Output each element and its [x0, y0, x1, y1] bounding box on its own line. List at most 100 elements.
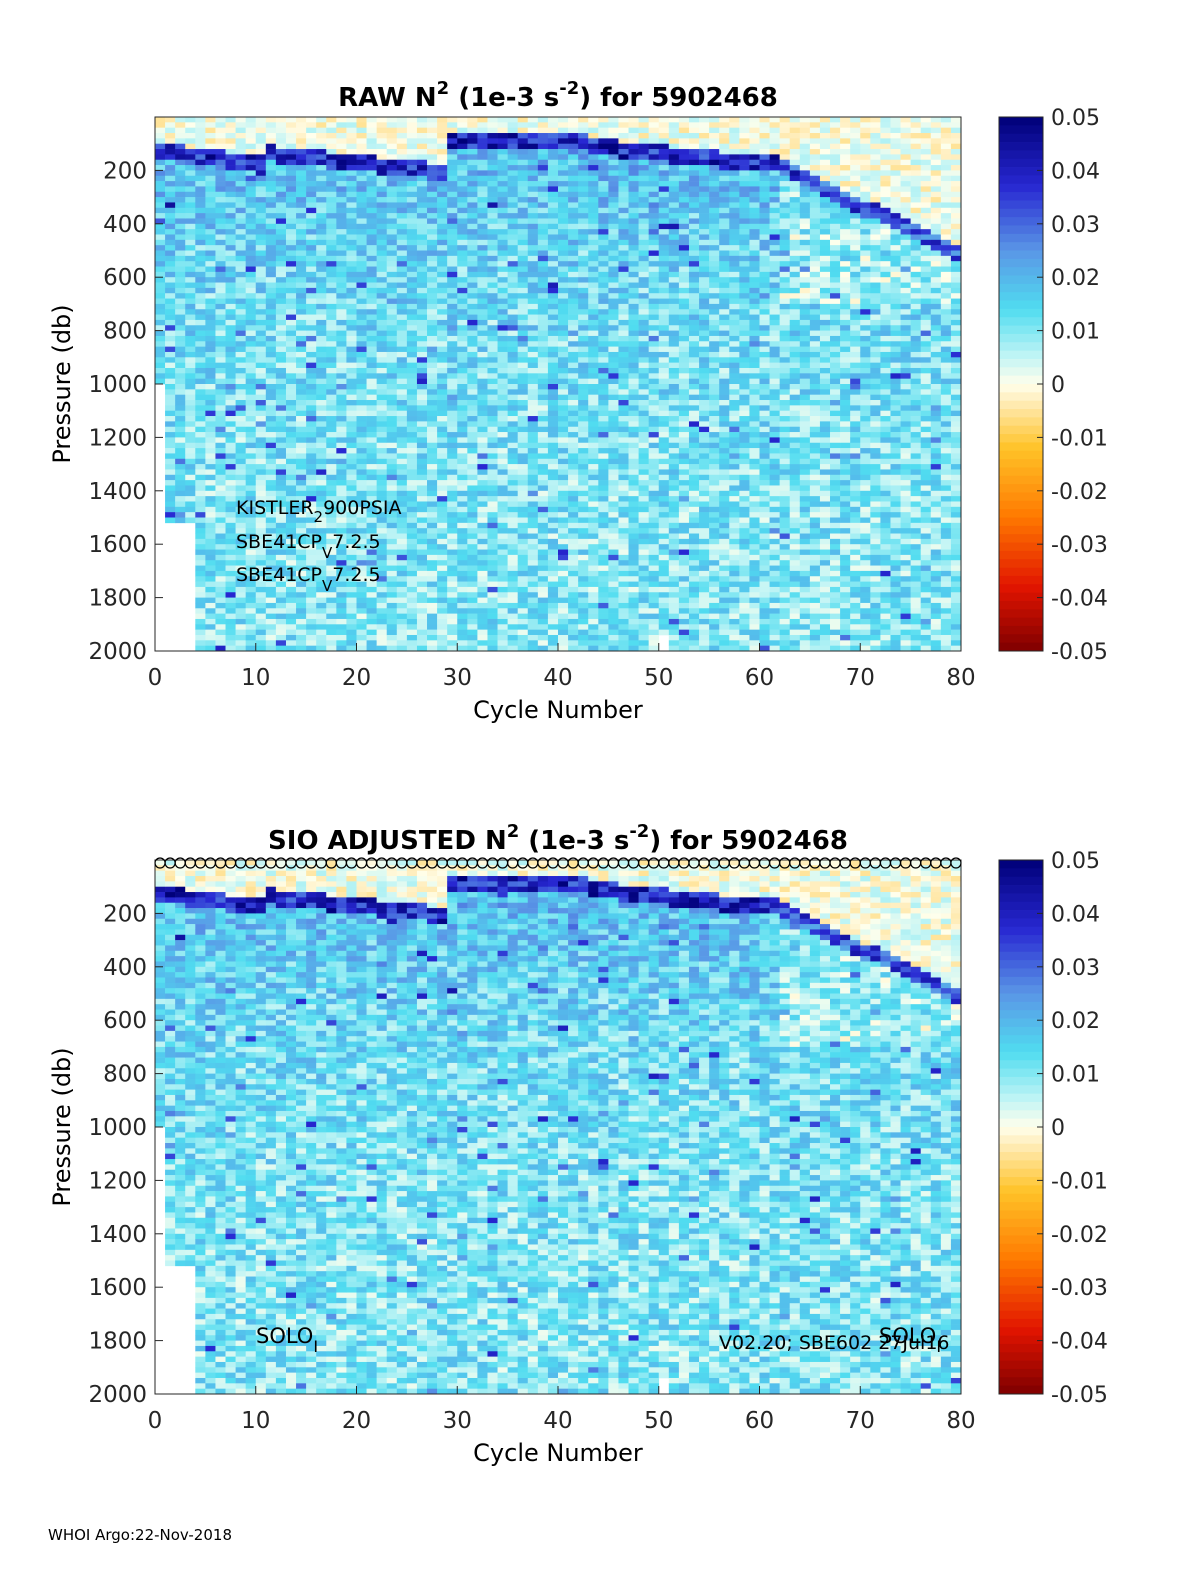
panel1-heat-cell [638, 282, 649, 289]
panel1-heat-cell [537, 282, 549, 289]
panel1-heat-cell [477, 298, 488, 305]
panel1-heat-cell [336, 453, 347, 460]
panel1-heat-cell [316, 602, 327, 609]
panel1-heat-cell [225, 181, 236, 187]
panel1-heat-cell [437, 517, 448, 524]
panel1-heat-cell [477, 181, 488, 187]
panel1-heat-cell [205, 512, 216, 518]
panel1-heat-cell [608, 570, 619, 577]
panel1-heat-cell [185, 234, 196, 241]
panel1-heat-cell [598, 245, 609, 251]
panel1-heat-cell [245, 229, 257, 235]
panel1-heat-cell [578, 624, 589, 630]
panel1-heat-cell [195, 416, 206, 422]
panel1-heat-cell [447, 223, 458, 230]
panel1-heat-cell [658, 149, 670, 155]
panel1-heat-cell [507, 239, 519, 246]
panel1-heat-cell [497, 533, 508, 540]
panel1-heat-cell [416, 223, 428, 230]
panel1-heat-cell [215, 576, 226, 582]
panel1-heat-cell [235, 480, 246, 486]
panel1-heat-cell [275, 181, 287, 187]
panel1-heat-cell [175, 154, 186, 161]
panel1-heat-cell [437, 191, 448, 198]
panel1-heat-cell [547, 581, 559, 588]
panel1-heat-cell [296, 202, 307, 209]
panel1-heat-cell [547, 608, 559, 614]
panel1-heat-cell [618, 538, 629, 545]
panel1-heat-cell [517, 480, 529, 486]
panel1-heat-cell [396, 576, 408, 582]
panel1-heat-cell [578, 629, 589, 636]
panel1-heat-cell [658, 234, 670, 241]
panel1-heat-cell [215, 458, 226, 465]
panel1-heat-cell [608, 181, 619, 187]
panel1-heat-cell [598, 426, 609, 433]
panel1-heat-cell [185, 416, 196, 422]
panel1-heat-cell [225, 416, 236, 422]
panel1-heat-cell [235, 218, 246, 225]
panel1-heat-cell [618, 341, 629, 347]
panel1-heat-cell [265, 464, 277, 470]
panel1-heat-cell [175, 266, 186, 273]
panel1-heat-cell [477, 197, 488, 203]
panel1-heat-cell [467, 255, 478, 262]
panel1-heat-cell [235, 362, 246, 369]
panel1-heat-cell [537, 448, 549, 454]
panel1-heat-cell [457, 592, 468, 598]
panel1-heat-cell [416, 373, 428, 379]
panel1-heat-cell [568, 202, 579, 209]
panel1-heat-cell [285, 298, 297, 305]
panel1-heat-cell [225, 133, 236, 139]
panel1-heat-cell [406, 159, 418, 166]
panel1-heat-cell [296, 464, 307, 470]
panel1-heat-cell [558, 202, 569, 209]
panel1-heat-cell [507, 586, 519, 593]
panel1-heat-cell [406, 389, 418, 395]
panel1-heat-cell [195, 367, 206, 374]
panel1-heat-cell [558, 586, 569, 593]
panel1-heat-cell [578, 570, 589, 577]
panel1-heat-cell [608, 335, 619, 342]
panel1-heat-cell [658, 517, 670, 524]
panel1-heat-cell [668, 223, 680, 230]
panel1-heat-cell [326, 362, 337, 369]
panel1-heat-cell [356, 341, 367, 347]
panel1-heat-cell [306, 602, 317, 609]
panel1-heat-cell [437, 154, 448, 161]
panel1-heat-cell [376, 117, 388, 123]
panel1-heat-cell [608, 122, 619, 128]
panel1-heat-cell [547, 442, 559, 449]
panel1-heat-cell [527, 378, 539, 385]
panel1-heat-cell [255, 271, 267, 278]
panel1-heat-cell [588, 602, 599, 609]
panel1-heat-cell [235, 357, 246, 363]
panel1-heat-cell [406, 373, 418, 379]
panel1-heat-cell [245, 426, 257, 433]
panel1-heat-cell [306, 560, 317, 566]
panel1-heat-cell [558, 581, 569, 588]
panel1-heat-cell [517, 181, 529, 187]
panel1-heat-cell [245, 448, 257, 454]
panel1-heat-cell [396, 421, 408, 428]
panel1-heat-cell [205, 325, 216, 331]
panel1-heat-cell [265, 458, 277, 465]
panel1-heat-cell [477, 464, 488, 470]
panel1-heat-cell [457, 400, 468, 406]
panel1-heat-cell [558, 469, 569, 476]
panel1-heat-cell [185, 458, 196, 465]
panel1-heat-cell [225, 474, 236, 481]
panel1-heat-cell [215, 202, 226, 209]
panel1-heat-cell [477, 538, 488, 545]
panel1-heat-cell [618, 133, 629, 139]
panel1-heat-cell [285, 490, 297, 497]
panel1-heat-cell [165, 149, 176, 155]
panel1-heat-cell [447, 442, 458, 449]
panel1-heat-cell [265, 170, 277, 177]
panel1-heat-cell [265, 282, 277, 289]
panel1-heat-cell [296, 319, 307, 326]
panel1-heat-cell [336, 581, 347, 588]
panel1-heat-cell [285, 325, 297, 331]
panel1-heat-cell [306, 373, 317, 379]
panel1-heat-cell [608, 143, 619, 150]
